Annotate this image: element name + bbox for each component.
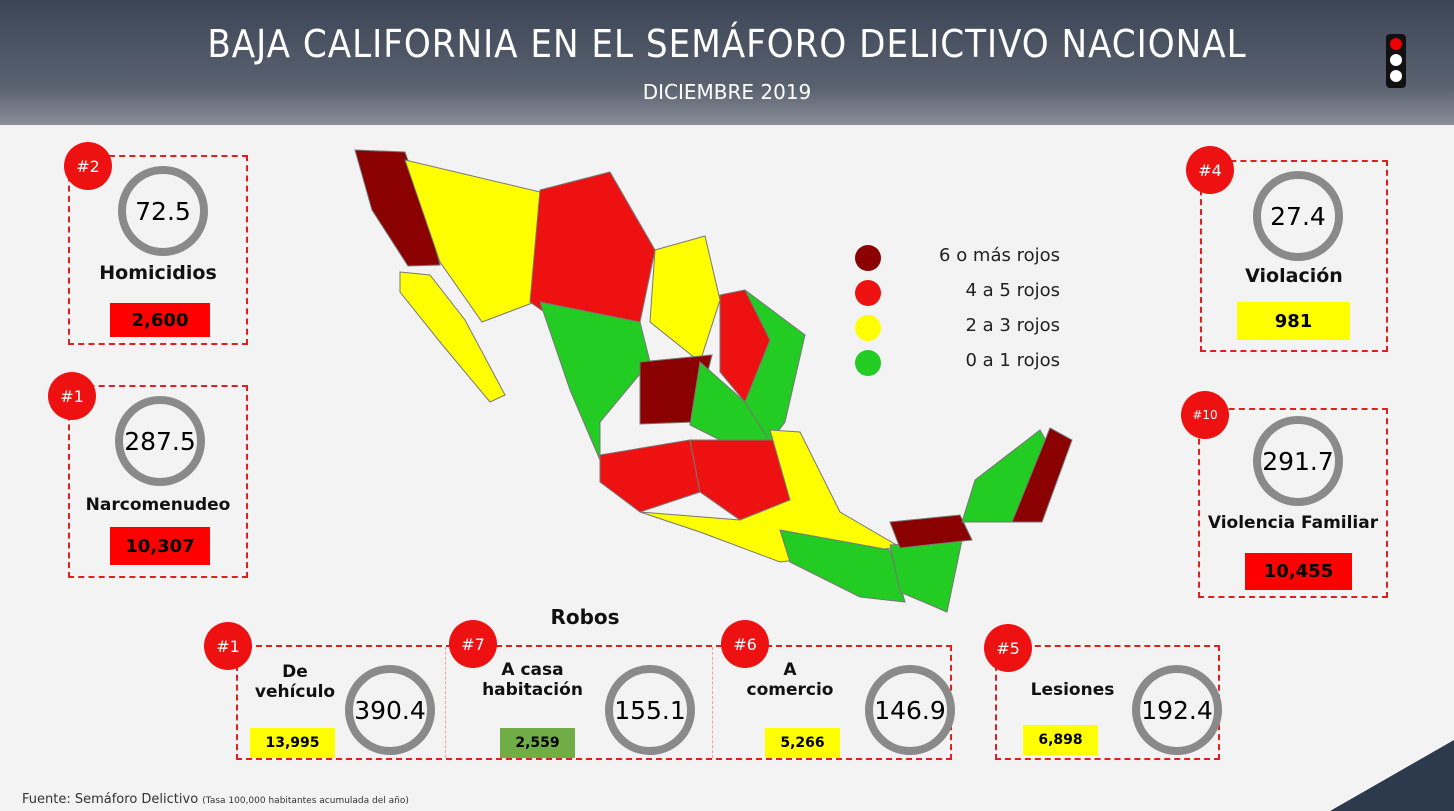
legend-label: 4 a 5 rojos bbox=[965, 280, 1060, 301]
crime-label: A casa habitación bbox=[482, 660, 583, 700]
traffic-light-icon bbox=[1386, 34, 1406, 88]
total-box: 5,266 bbox=[765, 728, 840, 758]
crime-label: Narcomenudeo bbox=[85, 495, 231, 515]
crime-label: A comercio bbox=[746, 660, 834, 700]
legend-swatch bbox=[855, 350, 881, 376]
divider bbox=[712, 647, 713, 758]
card-box bbox=[68, 155, 248, 345]
rate-ring: 72.5 bbox=[118, 166, 208, 256]
total-box: 2,600 bbox=[110, 303, 210, 337]
card-box bbox=[1198, 408, 1388, 598]
total-box: 10,455 bbox=[1245, 553, 1352, 590]
rank-badge: #2 bbox=[64, 142, 112, 190]
rank-badge: #1 bbox=[204, 622, 252, 670]
legend-swatch bbox=[855, 315, 881, 341]
total-box: 13,995 bbox=[250, 728, 335, 758]
rate-ring: 287.5 bbox=[115, 396, 205, 486]
legend-swatch bbox=[855, 245, 881, 271]
rank-badge: #5 bbox=[984, 624, 1032, 672]
rate-ring: 192.4 bbox=[1132, 665, 1222, 755]
crime-label: De vehículo bbox=[254, 662, 336, 702]
crime-label: Homicidios bbox=[99, 262, 217, 284]
rank-badge: #1 bbox=[48, 372, 96, 420]
total-box: 2,559 bbox=[500, 728, 575, 758]
subtitle: DICIEMBRE 2019 bbox=[642, 80, 812, 104]
rate-ring: 390.4 bbox=[345, 665, 435, 755]
rank-badge: #7 bbox=[449, 620, 497, 668]
rank-badge: #4 bbox=[1186, 146, 1234, 194]
legend-label: 0 a 1 rojos bbox=[965, 350, 1060, 371]
total-box: 981 bbox=[1237, 302, 1350, 340]
crime-label: Violencia Familiar bbox=[1207, 513, 1379, 533]
robos-title: Robos bbox=[550, 605, 620, 629]
source: Fuente: Semáforo Delictivo bbox=[22, 792, 199, 807]
rate-ring: 27.4 bbox=[1253, 171, 1343, 261]
rank-badge: #10 bbox=[1181, 391, 1229, 439]
legend-label: 6 o más rojos bbox=[939, 245, 1060, 266]
legend-swatch bbox=[855, 280, 881, 306]
card-box bbox=[1200, 160, 1388, 352]
footer: Fuente: Semáforo Delictivo (Tasa 100,000… bbox=[22, 792, 409, 807]
rate-ring: 291.7 bbox=[1253, 416, 1343, 506]
total-box: 6,898 bbox=[1023, 725, 1098, 755]
card-box bbox=[68, 385, 248, 578]
legend-label: 2 a 3 rojos bbox=[965, 315, 1060, 336]
divider bbox=[445, 647, 446, 758]
crime-label: Lesiones bbox=[1030, 680, 1115, 700]
total-box: 10,307 bbox=[110, 527, 210, 565]
corner-logo bbox=[1330, 740, 1454, 811]
title: BAJA CALIFORNIA EN EL SEMÁFORO DELICTIVO… bbox=[207, 22, 1247, 66]
header-banner bbox=[0, 0, 1454, 125]
rate-ring: 155.1 bbox=[605, 665, 695, 755]
rank-badge: #6 bbox=[721, 620, 769, 668]
rate-ring: 146.9 bbox=[865, 665, 955, 755]
crime-label: Violación bbox=[1245, 265, 1343, 287]
note: (Tasa 100,000 habitantes acumulada del a… bbox=[202, 796, 409, 806]
